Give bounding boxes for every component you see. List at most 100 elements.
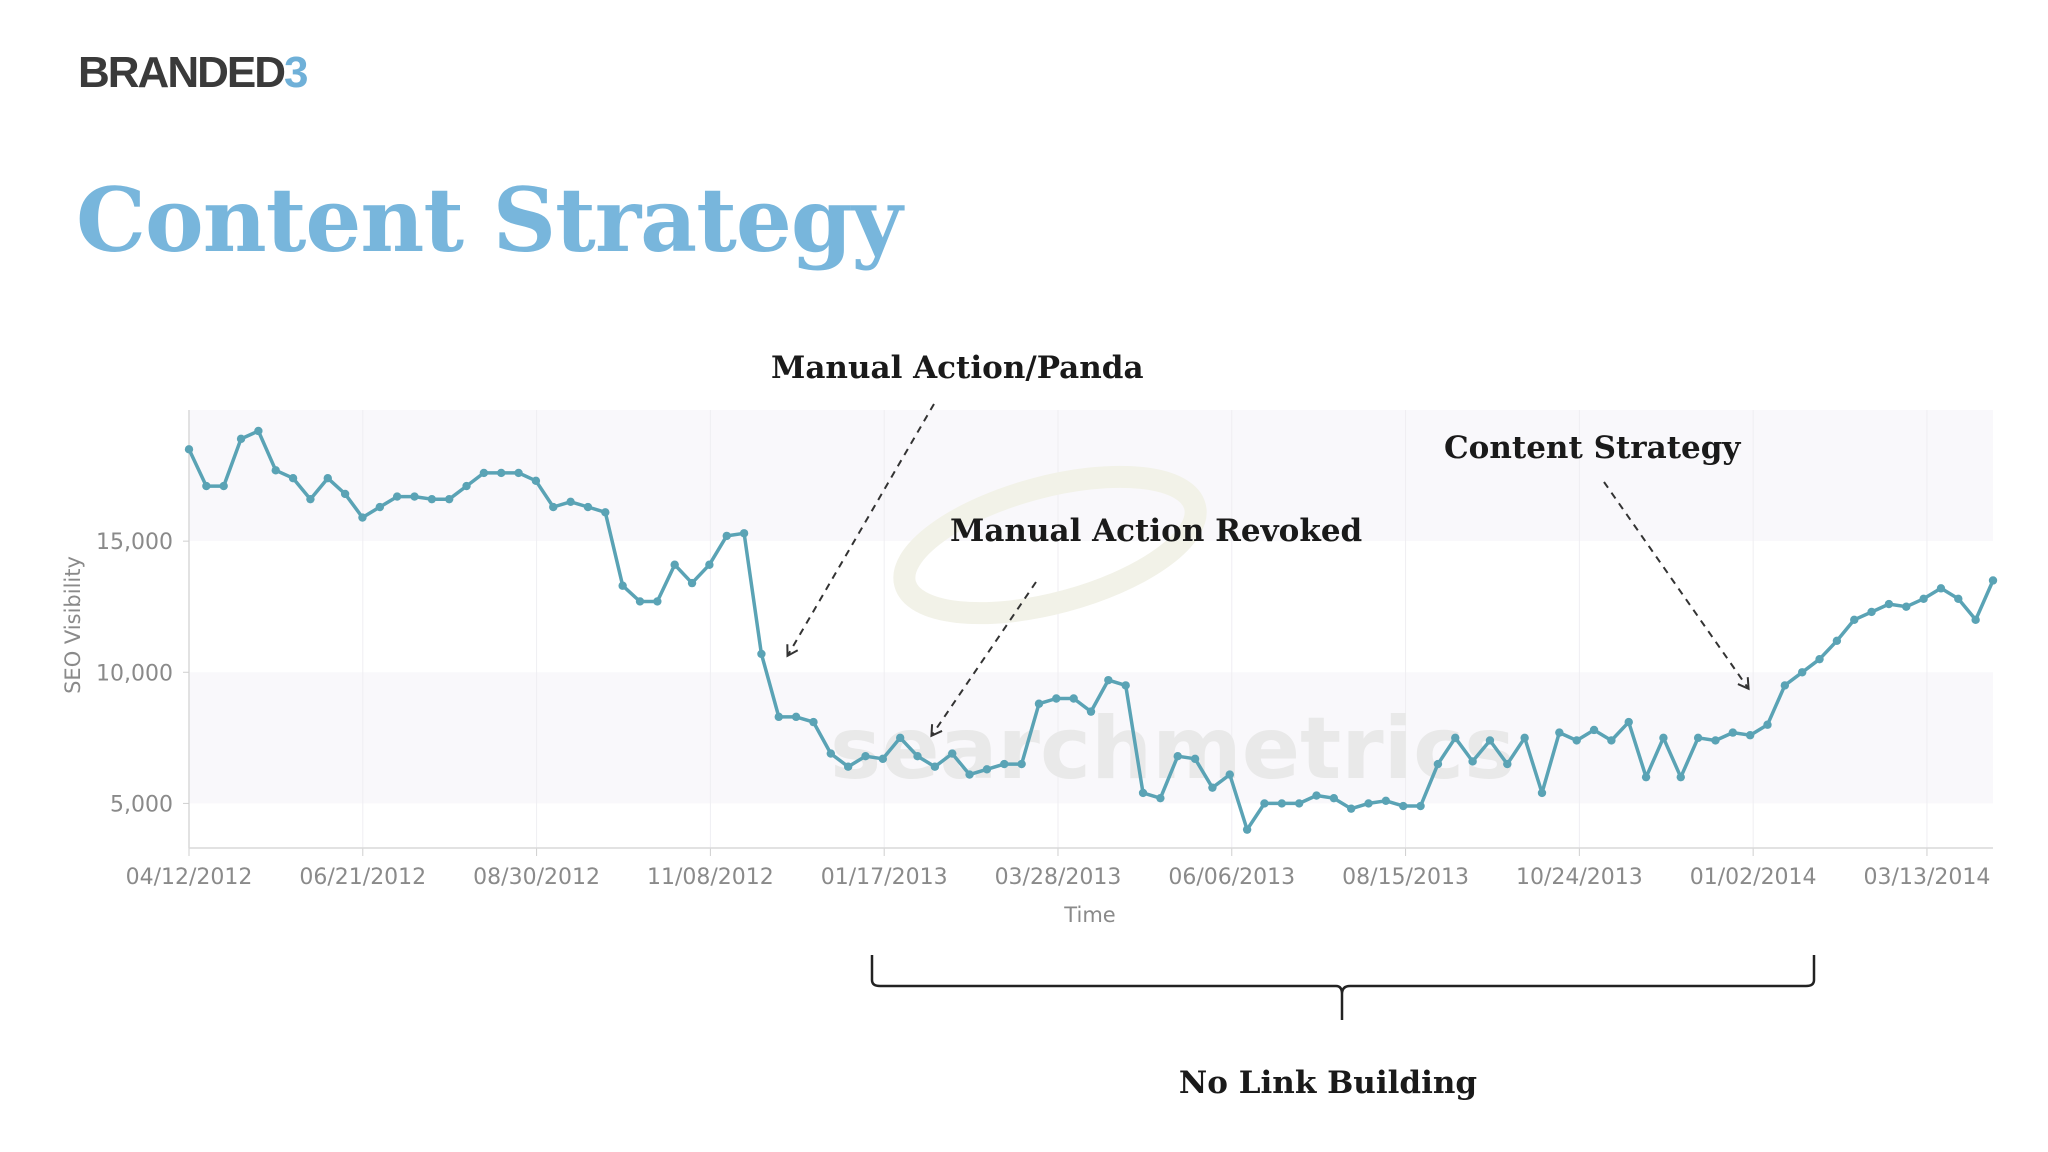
data-point: [1503, 759, 1512, 769]
y-tick-label: 5,000: [110, 792, 173, 817]
data-point: [1988, 576, 1998, 585]
watermark-text: searchmetrics: [830, 699, 1515, 799]
data-point: [1520, 733, 1529, 743]
data-point: [635, 597, 645, 606]
data-point: [913, 752, 922, 761]
x-tick-label: 08/15/2013: [1342, 865, 1469, 890]
data-point: [1277, 799, 1287, 808]
data-point: [1451, 733, 1460, 743]
data-point: [809, 717, 818, 727]
data-point: [1346, 804, 1356, 813]
data-point: [375, 502, 385, 512]
data-point: [323, 473, 332, 483]
data-point: [1641, 772, 1651, 782]
data-point: [184, 445, 194, 454]
annotation-content-strategy: Content Strategy: [1444, 430, 1741, 466]
data-point: [1364, 799, 1373, 808]
annotation-manual-action: Manual Action/Panda: [771, 350, 1144, 386]
data-point: [1850, 615, 1859, 625]
data-point: [1485, 736, 1495, 745]
data-point: [739, 529, 749, 538]
brand-logo: BRANDED3: [78, 48, 309, 98]
data-point: [1555, 728, 1564, 737]
chart-background-bands: [189, 410, 1993, 848]
data-point: [236, 434, 246, 444]
data-point: [1607, 736, 1616, 745]
data-point: [1121, 681, 1130, 690]
data-point: [1815, 654, 1824, 664]
data-point: [1433, 759, 1443, 769]
data-point: [410, 492, 419, 501]
data-point: [1329, 793, 1339, 803]
data-point: [687, 578, 697, 588]
x-tick-label: 01/17/2013: [821, 865, 948, 890]
data-point: [1190, 754, 1200, 764]
data-point: [1711, 736, 1720, 745]
data-point: [670, 560, 679, 569]
data-point: [1138, 788, 1148, 798]
arrow-content-strategy: [1603, 481, 1750, 691]
data-point: [1919, 594, 1928, 604]
data-point: [774, 712, 783, 722]
data-point: [462, 481, 471, 491]
data-point: [895, 733, 905, 743]
data-point: [1017, 759, 1026, 769]
chart-band: [189, 672, 1993, 804]
data-point: [1312, 791, 1321, 800]
chart-band: [189, 803, 1993, 848]
slide-title: Content Strategy: [76, 168, 902, 272]
data-point: [1745, 731, 1755, 740]
data-point: [618, 581, 627, 590]
arrow-manual-action: [786, 403, 935, 658]
data-point: [1381, 796, 1391, 805]
data-point: [1156, 793, 1165, 803]
x-tick-label: 06/06/2013: [1168, 865, 1295, 890]
data-point: [271, 466, 280, 475]
data-point: [1052, 694, 1061, 703]
data-point: [479, 468, 489, 478]
x-tick-label: 04/12/2012: [126, 865, 253, 890]
data-point: [1104, 675, 1113, 685]
y-tick-label: 10,000: [96, 661, 173, 686]
data-point: [583, 502, 593, 512]
x-axis-title: Time: [1063, 903, 1115, 927]
watermark-swoosh: [893, 465, 1207, 625]
data-point: [1884, 599, 1894, 609]
data-point: [1728, 728, 1738, 737]
data-point: [722, 531, 731, 541]
data-point: [1624, 717, 1633, 727]
data-point: [1208, 783, 1217, 792]
data-point: [340, 489, 350, 499]
data-point: [1034, 699, 1044, 708]
data-point: [1225, 770, 1234, 779]
data-point: [653, 597, 662, 606]
chart-axes: [188, 410, 1993, 849]
data-point: [497, 468, 506, 478]
data-point: [1832, 636, 1842, 646]
data-point: [930, 762, 940, 771]
data-point: [566, 497, 575, 506]
data-point: [601, 508, 610, 517]
data-point: [1954, 594, 1963, 604]
x-tick-label: 10/24/2013: [1516, 865, 1643, 890]
data-point: [306, 494, 315, 504]
data-point: [1416, 801, 1425, 811]
data-point: [1902, 602, 1911, 611]
data-point: [861, 752, 870, 761]
annotation-no-link-building: No Link Building: [1179, 1065, 1477, 1101]
annotation-manual-action-revoked: Manual Action Revoked: [950, 513, 1362, 549]
data-point: [826, 749, 836, 758]
data-point: [427, 494, 437, 504]
data-point: [288, 473, 298, 483]
data-point: [358, 513, 367, 522]
data-point: [705, 560, 714, 569]
data-point: [982, 765, 992, 774]
data-point: [1086, 707, 1096, 716]
data-point: [1399, 801, 1408, 811]
logo-text: BRANDED: [78, 48, 286, 97]
data-point: [531, 476, 541, 486]
y-axis-title: SEO Visibility: [61, 556, 85, 694]
data-point: [1000, 759, 1009, 769]
data-point: [514, 468, 523, 478]
